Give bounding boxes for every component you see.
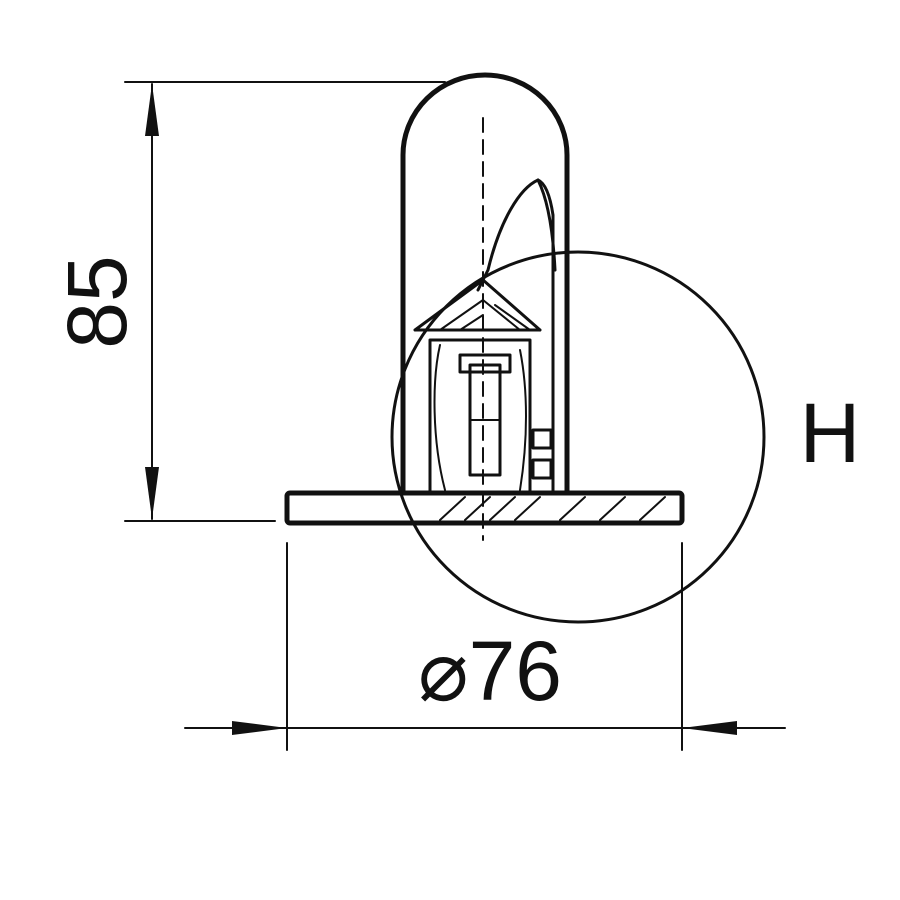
inner-curved-element [476, 178, 555, 495]
base-hatch [439, 496, 666, 521]
inner-housing [428, 338, 532, 495]
detail-circle [390, 250, 766, 624]
height-dimension: 85 [50, 81, 446, 522]
inner-housing-curve [433, 344, 527, 491]
inner-cone-hatch [439, 299, 531, 331]
diameter-symbol: ⌀ [418, 624, 469, 718]
height-value: 85 [50, 255, 144, 348]
detail-view-marker: H [390, 250, 861, 624]
base-flange [284, 490, 685, 526]
diameter-dimension: ⌀76 [184, 542, 786, 751]
dome-cap [400, 72, 570, 496]
side-clip-lower [531, 458, 553, 480]
diameter-arrow-left [232, 721, 287, 735]
height-arrow-top [145, 84, 159, 136]
diameter-value: ⌀76 [418, 624, 562, 718]
pin-head [458, 353, 512, 374]
detail-label: H [800, 386, 861, 480]
side-clip-upper [531, 428, 553, 450]
inner-curved-element-edge [536, 178, 557, 272]
height-arrow-bottom [145, 467, 159, 519]
part-outline [284, 72, 685, 541]
diameter-arrow-right [682, 721, 737, 735]
diameter-number: 76 [469, 624, 562, 718]
